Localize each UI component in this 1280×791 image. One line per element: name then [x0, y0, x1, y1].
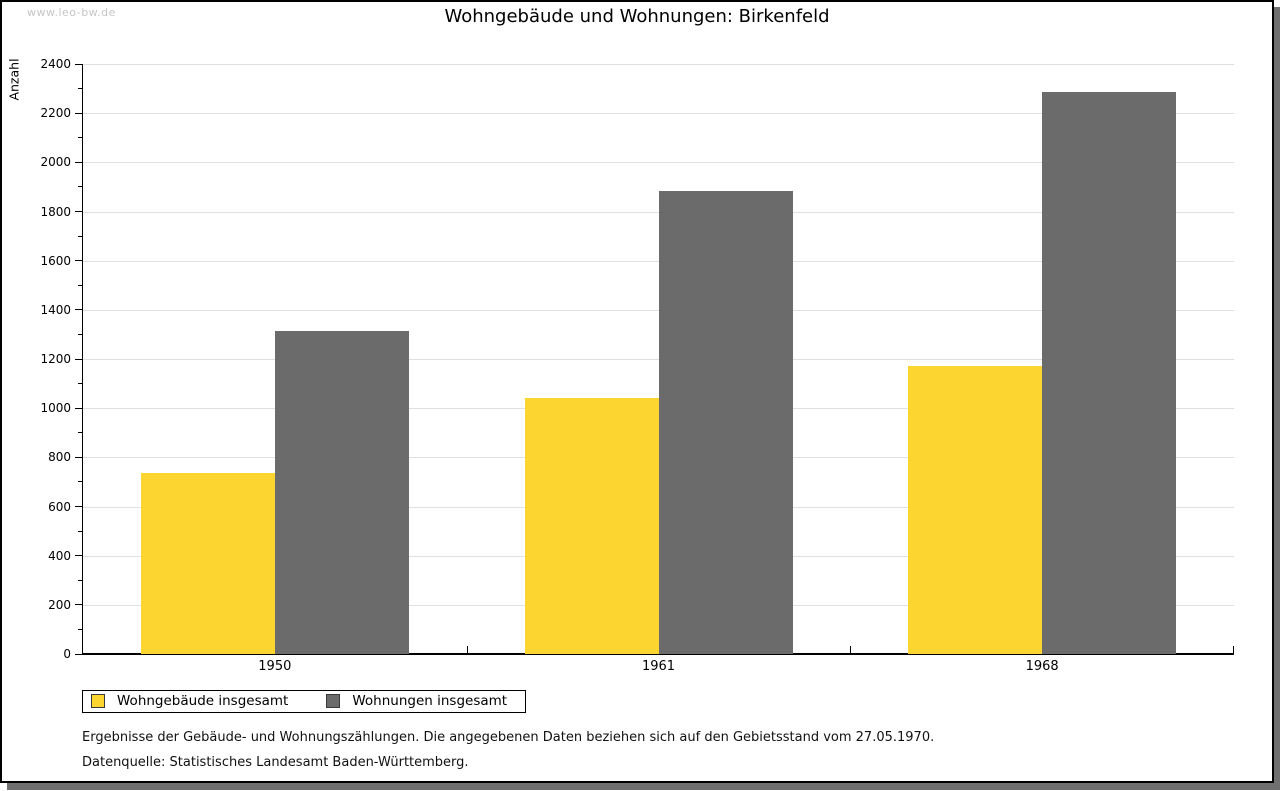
y-axis-minor-tick: [78, 235, 82, 237]
y-axis-tick: [75, 309, 82, 311]
y-axis-minor-tick: [78, 137, 82, 139]
y-axis-minor-tick: [78, 530, 82, 532]
y-axis-line: [82, 64, 83, 654]
y-axis-tick: [75, 358, 82, 360]
y-axis-tick-label: 1800: [40, 204, 71, 219]
legend-swatch-icon: [326, 694, 341, 708]
y-axis-title: Anzahl: [6, 58, 22, 101]
y-axis-minor-tick: [78, 579, 82, 581]
x-axis-category-label: 1950: [258, 659, 292, 674]
bar-1961-wohngebaeude: [524, 398, 659, 654]
y-axis-tick-label: 1200: [40, 352, 71, 366]
gridline: [83, 113, 1234, 115]
y-axis-tick: [75, 653, 82, 655]
legend: Wohngebäude insgesamt Wohnungen insgesamt: [82, 690, 527, 713]
y-axis-tick: [75, 407, 82, 409]
y-axis-tick-label: 1400: [40, 302, 71, 317]
y-axis-tick-label: 2400: [40, 57, 71, 71]
category-boundary-tick: [466, 646, 468, 653]
x-axis-line: [82, 653, 1234, 655]
gridline: [83, 64, 1234, 65]
y-axis-tick: [75, 555, 82, 557]
bar-1968-wohnungen: [1042, 92, 1177, 654]
y-axis-minor-tick: [78, 383, 82, 385]
y-axis-tick-label: 2000: [40, 155, 71, 170]
x-axis-category-label: 1961: [641, 659, 676, 674]
y-axis-minor-tick: [78, 186, 82, 188]
legend-label: Wohngebäude insgesamt: [117, 693, 289, 709]
legend-label: Wohnungen insgesamt: [352, 693, 508, 709]
chart-title: Wohngebäude und Wohnungen: Birkenfeld: [444, 6, 830, 27]
y-axis-tick: [75, 161, 82, 163]
y-axis-minor-tick: [78, 284, 82, 286]
y-axis-minor-tick: [78, 88, 82, 90]
y-axis-tick: [75, 506, 82, 507]
y-axis-tick-label: 2200: [40, 106, 71, 121]
y-axis-tick-label: 800: [48, 450, 71, 465]
y-axis-tick: [75, 604, 82, 606]
y-axis-tick-label: 200: [48, 597, 71, 612]
x-axis-end-tick: [1233, 646, 1234, 653]
y-axis-tick-label: 1600: [40, 253, 71, 268]
y-axis-tick: [75, 260, 82, 262]
plot-area: 0 200 400 600 800 1000 1200 1400 1600 1800 2000 220…: [40, 57, 1234, 674]
y-axis-minor-tick: [78, 432, 82, 434]
watermark: www.leo-bw.de: [27, 6, 116, 19]
legend-item: Wohnungen insgesamt: [326, 693, 507, 709]
y-axis-tick-label: 0: [63, 647, 71, 661]
y-axis-tick-label: 1000: [40, 401, 71, 416]
bar-1961-wohnungen: [658, 190, 793, 654]
x-axis-category-label: 1968: [1025, 659, 1059, 674]
legend-item: Wohngebäude insgesamt: [91, 693, 288, 709]
y-axis-tick: [75, 63, 82, 65]
y-axis-minor-tick: [78, 481, 82, 483]
y-axis-minor-tick: [78, 333, 82, 335]
y-axis-tick: [75, 211, 82, 212]
legend-swatch-icon: [91, 694, 105, 708]
footnote-census-note: Ergebnisse der Gebäude- und Wohnungszähl…: [82, 730, 935, 745]
y-axis-tick-label: 400: [48, 548, 71, 563]
y-axis-minor-tick: [78, 628, 82, 630]
y-axis-tick: [75, 456, 82, 458]
bar-1950-wohnungen: [274, 330, 409, 654]
bar-1950-wohngebaeude: [140, 473, 275, 654]
gridline: [83, 162, 1234, 164]
y-axis-tick: [75, 112, 82, 114]
category-boundary-tick: [850, 646, 852, 653]
footnote-data-source: Datenquelle: Statistisches Landesamt Bad…: [82, 755, 469, 770]
y-axis-tick-label: 600: [48, 499, 71, 514]
bar-1968-wohngebaeude: [908, 366, 1043, 654]
